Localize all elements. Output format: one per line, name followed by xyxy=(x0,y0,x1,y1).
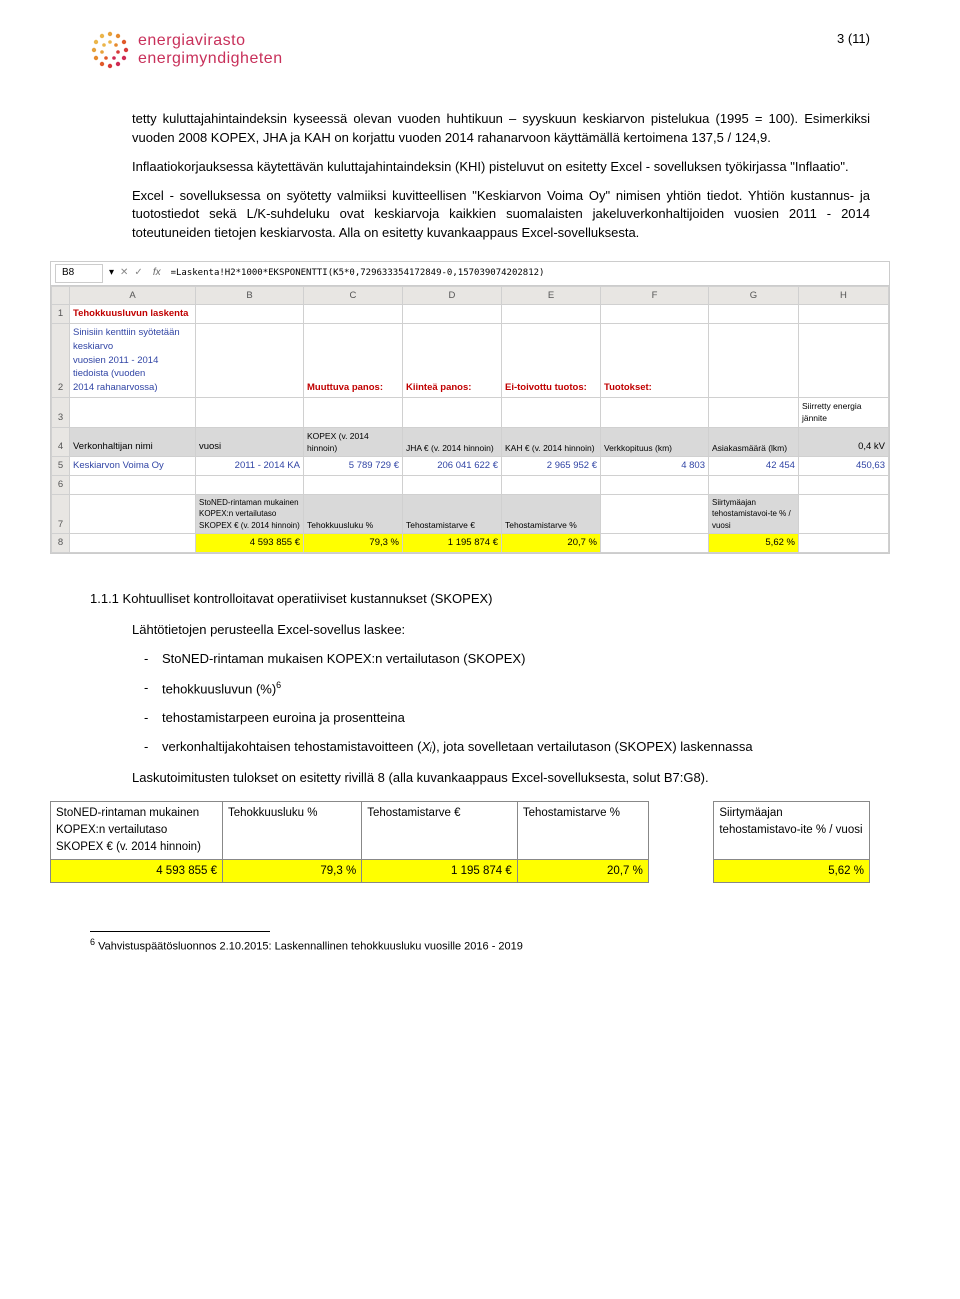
rt-h1: StoNED-rintaman mukainen KOPEX:n vertail… xyxy=(51,802,223,859)
r4-E: KAH € (v. 2014 hinnoin) xyxy=(501,427,600,457)
rt-h3: Tehostamistarve € xyxy=(362,802,518,859)
rt-v3: 1 195 874 € xyxy=(362,859,518,883)
rt-h5: Siirtymäajan tehostamistavo-ite % / vuos… xyxy=(714,802,870,859)
paragraph-2: Inflaatiokorjauksessa käytettävän kulutt… xyxy=(132,158,870,177)
logo-icon xyxy=(90,30,130,70)
r8-C: 79,3 % xyxy=(303,534,402,553)
r3-eitoivottu: Ei-toivottu tuotos: xyxy=(501,324,600,398)
r3-kiintea: Kiinteä panos: xyxy=(402,324,501,398)
dropdown-icon: ▾ xyxy=(109,266,114,281)
r4-D: JHA € (v. 2014 hinnoin) xyxy=(402,427,501,457)
paragraph-1: tetty kuluttajahintaindeksin kyseessä ol… xyxy=(132,110,870,148)
r7-B: StoNED-rintaman mukainen KOPEX:n vertail… xyxy=(195,494,303,534)
rt-v4: 20,7 % xyxy=(517,859,648,883)
bullet-4: verkonhaltijakohtaisen tehostamistavoitt… xyxy=(132,738,870,757)
bullet-2: tehokkuusluvun (%)6 xyxy=(132,679,870,699)
r8-B: 4 593 855 € xyxy=(195,534,303,553)
bullet-1: StoNED-rintaman mukaisen KOPEX:n vertail… xyxy=(132,650,870,669)
footnote: 6 Vahvistuspäätösluonnos 2.10.2015: Lask… xyxy=(90,936,870,956)
col-B: B xyxy=(195,286,303,305)
excel-screenshot: B8 ▾ ✕ ✓ fx =Laskenta!H2*1000*EKSPONENTT… xyxy=(50,261,890,554)
logo-line1: energiavirasto xyxy=(138,32,283,50)
bullet-3: tehostamistarpeen euroina ja prosenttein… xyxy=(132,709,870,728)
footnote-separator xyxy=(90,931,270,932)
r4-B: vuosi xyxy=(195,427,303,457)
r5-E: 2 965 952 € xyxy=(501,457,600,476)
r4-F: Verkkopituus (km) xyxy=(600,427,708,457)
r5-F: 4 803 xyxy=(600,457,708,476)
col-E: E xyxy=(501,286,600,305)
r8-D: 1 195 874 € xyxy=(402,534,501,553)
r3-muuttuva: Muuttuva panos: xyxy=(303,324,402,398)
r3-siirretty: Siirretty energia jännite xyxy=(798,397,888,427)
logo-line2: energimyndigheten xyxy=(138,50,283,68)
result-header-row: StoNED-rintaman mukainen KOPEX:n vertail… xyxy=(51,802,870,859)
rt-h4: Tehostamistarve % xyxy=(517,802,648,859)
section-title: 1.1.1 Kohtuulliset kontrolloitavat opera… xyxy=(90,590,870,609)
formula-bar: B8 ▾ ✕ ✓ fx =Laskenta!H2*1000*EKSPONENTT… xyxy=(51,262,889,286)
r5-H: 450,63 xyxy=(798,457,888,476)
fx-label: fx xyxy=(149,266,165,281)
r2-blue: Sinisiin kenttiin syötetään keskiarvovuo… xyxy=(69,324,195,398)
r5-G: 42 454 xyxy=(708,457,798,476)
cancel-icon: ✕ xyxy=(120,266,128,281)
bullet-list: StoNED-rintaman mukaisen KOPEX:n vertail… xyxy=(132,650,870,757)
r4-C: KOPEX (v. 2014 hinnoin) xyxy=(303,427,402,457)
r7-C: Tehokkuusluku % xyxy=(303,494,402,534)
rt-v2: 79,3 % xyxy=(222,859,361,883)
col-A: A xyxy=(69,286,195,305)
r1-title: Tehokkuusluvun laskenta xyxy=(69,305,195,324)
paragraph-3: Excel - sovelluksessa on syötetty valmii… xyxy=(132,187,870,244)
r5-B: 2011 - 2014 KA xyxy=(195,457,303,476)
col-D: D xyxy=(402,286,501,305)
excel-grid: A B C D E F G H 1 Tehokkuusluvun laskent… xyxy=(51,286,889,554)
r4-G: Asiakasmäärä (lkm) xyxy=(708,427,798,457)
section-intro: Lähtötietojen perusteella Excel-sovellus… xyxy=(132,621,870,640)
col-C: C xyxy=(303,286,402,305)
page-number: 3 (11) xyxy=(837,30,870,49)
r8-E: 20,7 % xyxy=(501,534,600,553)
rt-v1: 4 593 855 € xyxy=(51,859,223,883)
col-header-row: A B C D E F G H xyxy=(52,286,889,305)
col-F: F xyxy=(600,286,708,305)
logo: energiavirasto energimyndigheten xyxy=(90,30,283,70)
r4-A: Verkonhaltijan nimi xyxy=(69,427,195,457)
col-H: H xyxy=(798,286,888,305)
body-text: tetty kuluttajahintaindeksin kyseessä ol… xyxy=(132,110,870,243)
r5-D: 206 041 622 € xyxy=(402,457,501,476)
section-body: Lähtötietojen perusteella Excel-sovellus… xyxy=(132,621,870,787)
formula-text: =Laskenta!H2*1000*EKSPONENTTI(K5*0,72963… xyxy=(171,267,545,280)
page-header: energiavirasto energimyndigheten 3 (11) xyxy=(90,30,870,70)
col-G: G xyxy=(708,286,798,305)
r7-D: Tehostamistarve € xyxy=(402,494,501,534)
r4-H: 0,4 kV xyxy=(798,427,888,457)
name-box: B8 xyxy=(55,264,103,283)
result-table: StoNED-rintaman mukainen KOPEX:n vertail… xyxy=(50,801,870,883)
r5-C: 5 789 729 € xyxy=(303,457,402,476)
r3-tuotokset: Tuotokset: xyxy=(600,324,708,398)
r7-E: Tehostamistarve % xyxy=(501,494,600,534)
r5-A: Keskiarvon Voima Oy xyxy=(69,457,195,476)
result-value-row: 4 593 855 € 79,3 % 1 195 874 € 20,7 % 5,… xyxy=(51,859,870,883)
rt-h2: Tehokkuusluku % xyxy=(222,802,361,859)
r7-G: Siirtymäajan tehostamistavoi-te % / vuos… xyxy=(708,494,798,534)
rt-v5: 5,62 % xyxy=(714,859,870,883)
logo-text: energiavirasto energimyndigheten xyxy=(138,32,283,67)
section-closing: Laskutoimitusten tulokset on esitetty ri… xyxy=(132,769,870,788)
check-icon: ✓ xyxy=(134,266,142,281)
r8-G: 5,62 % xyxy=(708,534,798,553)
